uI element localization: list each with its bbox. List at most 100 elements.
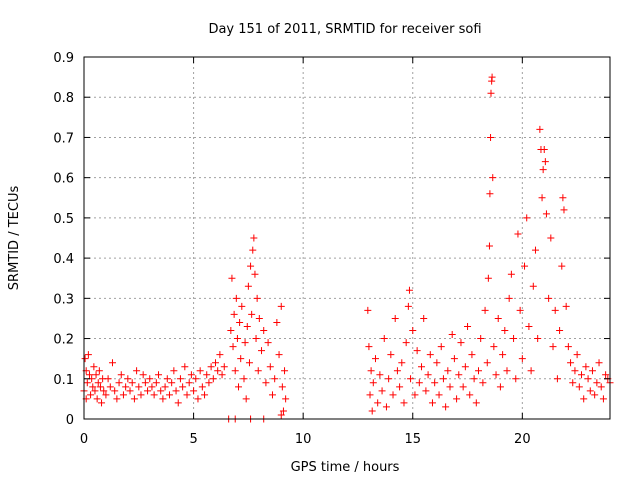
data-point xyxy=(398,359,406,367)
data-point xyxy=(119,391,127,399)
data-point xyxy=(364,306,372,314)
data-point xyxy=(236,318,244,326)
data-point xyxy=(214,367,222,375)
data-point xyxy=(242,395,250,403)
data-point xyxy=(553,375,561,383)
data-point xyxy=(521,262,529,270)
x-tick-label: 20 xyxy=(514,432,531,447)
data-point xyxy=(580,395,588,403)
data-point xyxy=(277,411,285,419)
data-point xyxy=(183,391,191,399)
data-point xyxy=(422,387,430,395)
data-point xyxy=(181,363,189,371)
data-point xyxy=(450,355,458,363)
data-point xyxy=(168,379,176,387)
y-tick-label: 0.8 xyxy=(53,91,74,106)
data-point xyxy=(159,395,167,403)
data-point xyxy=(176,375,184,383)
data-point xyxy=(248,310,256,318)
data-point xyxy=(371,355,379,363)
data-point xyxy=(260,327,268,335)
data-point xyxy=(536,125,544,133)
data-point xyxy=(216,351,224,359)
data-point xyxy=(262,379,270,387)
data-point xyxy=(489,174,497,182)
data-point xyxy=(266,363,274,371)
data-point xyxy=(527,367,535,375)
data-point xyxy=(564,343,572,351)
data-point xyxy=(185,379,193,387)
data-point xyxy=(366,391,374,399)
data-point xyxy=(89,383,97,391)
data-point xyxy=(113,395,121,403)
data-point xyxy=(231,367,239,375)
data-point xyxy=(545,294,553,302)
data-point xyxy=(435,391,443,399)
data-point xyxy=(227,327,235,335)
data-point xyxy=(172,387,180,395)
data-point xyxy=(485,242,493,250)
x-tick-label: 0 xyxy=(80,432,88,447)
data-point xyxy=(405,286,413,294)
data-point xyxy=(150,391,158,399)
data-point xyxy=(235,383,243,391)
data-point xyxy=(597,383,605,391)
data-point xyxy=(542,210,550,218)
data-point xyxy=(201,391,209,399)
data-point xyxy=(575,383,583,391)
data-point xyxy=(152,379,160,387)
x-tick-label: 5 xyxy=(189,432,197,447)
data-point xyxy=(139,371,147,379)
y-tick-label: 0.6 xyxy=(53,172,74,187)
x-tick-label: 10 xyxy=(295,432,312,447)
data-point xyxy=(368,407,376,415)
data-point xyxy=(538,194,546,202)
data-point xyxy=(525,322,533,330)
data-point xyxy=(376,371,384,379)
data-point xyxy=(148,383,156,391)
data-point xyxy=(281,367,289,375)
data-point xyxy=(431,379,439,387)
data-point xyxy=(490,343,498,351)
data-point xyxy=(512,375,520,383)
data-point xyxy=(237,355,245,363)
data-point xyxy=(174,399,182,407)
data-point xyxy=(540,146,548,154)
data-point xyxy=(244,282,252,290)
data-point xyxy=(108,359,116,367)
y-tick-label: 0.4 xyxy=(53,252,74,267)
data-point xyxy=(385,375,393,383)
data-point xyxy=(233,335,241,343)
data-point xyxy=(84,351,92,359)
data-point xyxy=(494,314,502,322)
data-point xyxy=(102,391,110,399)
data-point xyxy=(209,375,217,383)
plot-frame xyxy=(83,56,611,420)
data-point xyxy=(91,387,99,395)
data-point xyxy=(483,359,491,367)
data-point xyxy=(232,294,240,302)
data-point xyxy=(499,351,507,359)
data-point xyxy=(249,246,257,254)
data-point xyxy=(85,371,93,379)
data-point xyxy=(135,383,143,391)
data-point xyxy=(126,387,134,395)
data-point xyxy=(562,302,570,310)
data-point xyxy=(90,363,98,371)
data-point xyxy=(243,322,251,330)
data-point xyxy=(409,327,417,335)
data-point xyxy=(393,367,401,375)
data-point xyxy=(229,343,237,351)
data-point xyxy=(426,351,434,359)
data-point xyxy=(240,375,248,383)
data-point xyxy=(487,89,495,97)
data-point xyxy=(95,367,103,375)
data-point xyxy=(472,399,480,407)
data-point xyxy=(282,395,290,403)
data-point xyxy=(558,262,566,270)
data-point xyxy=(567,359,575,367)
data-point xyxy=(496,383,504,391)
data-point xyxy=(273,318,281,326)
grid xyxy=(84,57,610,419)
